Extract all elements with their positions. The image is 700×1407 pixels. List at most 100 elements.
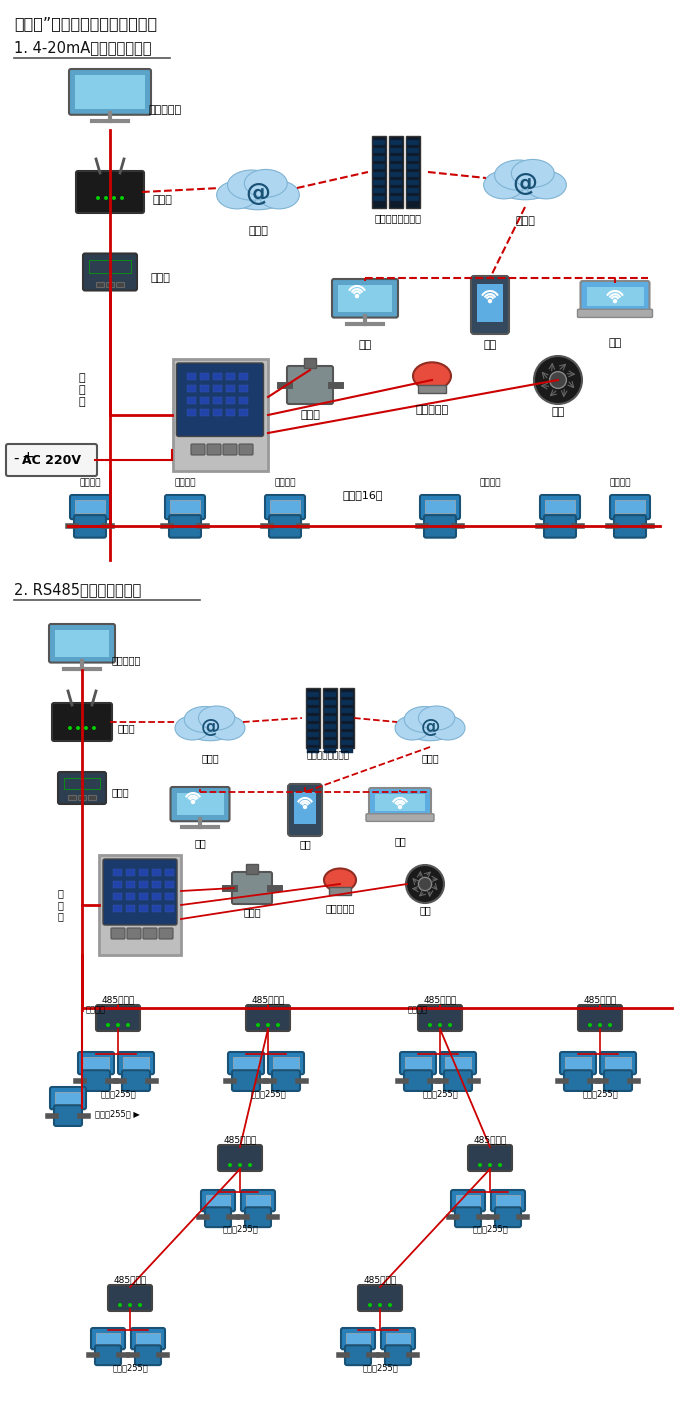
FancyBboxPatch shape bbox=[70, 495, 110, 519]
Text: 互联网: 互联网 bbox=[201, 753, 219, 763]
FancyBboxPatch shape bbox=[95, 1345, 121, 1365]
FancyBboxPatch shape bbox=[605, 1057, 631, 1069]
FancyBboxPatch shape bbox=[346, 1332, 370, 1344]
Bar bbox=[239, 373, 248, 380]
Ellipse shape bbox=[259, 182, 300, 208]
FancyBboxPatch shape bbox=[159, 929, 173, 938]
Circle shape bbox=[104, 196, 108, 200]
FancyBboxPatch shape bbox=[268, 1052, 304, 1074]
FancyBboxPatch shape bbox=[246, 1195, 270, 1206]
Ellipse shape bbox=[211, 716, 245, 740]
Text: 转换器: 转换器 bbox=[150, 273, 170, 283]
Bar bbox=[213, 386, 221, 393]
Text: 485中继器: 485中继器 bbox=[473, 1135, 507, 1144]
FancyBboxPatch shape bbox=[172, 359, 267, 471]
FancyBboxPatch shape bbox=[78, 1052, 114, 1074]
Text: 485中继器: 485中继器 bbox=[251, 996, 285, 1005]
Text: 单机版电脑: 单机版电脑 bbox=[111, 656, 141, 666]
FancyBboxPatch shape bbox=[560, 1052, 596, 1074]
FancyBboxPatch shape bbox=[386, 1332, 410, 1344]
Circle shape bbox=[478, 1164, 482, 1166]
Text: 通
讯
线: 通 讯 线 bbox=[57, 888, 63, 922]
Bar bbox=[239, 397, 248, 404]
Bar bbox=[113, 893, 122, 900]
FancyBboxPatch shape bbox=[269, 515, 301, 537]
FancyBboxPatch shape bbox=[545, 499, 575, 514]
Bar bbox=[407, 180, 419, 184]
Text: 485中继器: 485中继器 bbox=[424, 996, 456, 1005]
Bar bbox=[152, 870, 161, 877]
FancyBboxPatch shape bbox=[366, 813, 434, 822]
Bar bbox=[341, 732, 353, 737]
FancyBboxPatch shape bbox=[96, 1005, 140, 1031]
FancyBboxPatch shape bbox=[340, 688, 354, 749]
Bar bbox=[373, 180, 385, 184]
Bar bbox=[373, 156, 385, 160]
Circle shape bbox=[138, 1303, 142, 1307]
Bar bbox=[106, 281, 114, 287]
Ellipse shape bbox=[413, 363, 451, 390]
Bar bbox=[373, 172, 385, 177]
Bar bbox=[199, 373, 209, 380]
Text: AC 220V: AC 220V bbox=[22, 453, 81, 467]
Bar bbox=[407, 172, 419, 177]
Bar bbox=[64, 778, 100, 789]
Bar bbox=[213, 409, 221, 416]
FancyBboxPatch shape bbox=[564, 1071, 592, 1090]
FancyBboxPatch shape bbox=[58, 772, 106, 803]
Ellipse shape bbox=[492, 162, 558, 200]
Bar bbox=[341, 716, 353, 720]
Circle shape bbox=[106, 1023, 110, 1027]
Ellipse shape bbox=[526, 172, 566, 198]
Bar bbox=[373, 148, 385, 153]
Circle shape bbox=[588, 1023, 592, 1027]
Bar bbox=[324, 725, 336, 729]
Bar bbox=[239, 409, 248, 416]
Bar bbox=[407, 196, 419, 201]
FancyBboxPatch shape bbox=[76, 172, 144, 212]
FancyBboxPatch shape bbox=[372, 136, 386, 208]
Circle shape bbox=[368, 1303, 372, 1307]
Text: 信号输出: 信号输出 bbox=[79, 478, 101, 487]
Text: 声光报警器: 声光报警器 bbox=[415, 405, 449, 415]
FancyBboxPatch shape bbox=[83, 253, 137, 290]
Text: @: @ bbox=[512, 172, 538, 196]
Bar bbox=[390, 141, 402, 145]
Circle shape bbox=[128, 1303, 132, 1307]
Text: 终端: 终端 bbox=[394, 836, 406, 846]
Text: 可连接255台: 可连接255台 bbox=[100, 1089, 136, 1097]
Text: 信号输出: 信号输出 bbox=[609, 478, 631, 487]
Text: @: @ bbox=[420, 718, 440, 736]
Bar bbox=[139, 870, 148, 877]
FancyBboxPatch shape bbox=[111, 929, 125, 938]
FancyBboxPatch shape bbox=[6, 445, 97, 476]
Ellipse shape bbox=[175, 716, 209, 740]
Text: 485中继器: 485中继器 bbox=[113, 1276, 146, 1285]
Bar bbox=[390, 180, 402, 184]
Circle shape bbox=[378, 1303, 382, 1307]
FancyBboxPatch shape bbox=[496, 1195, 520, 1206]
Bar bbox=[139, 881, 148, 888]
Bar bbox=[139, 905, 148, 912]
FancyBboxPatch shape bbox=[471, 276, 509, 333]
Text: 互联网: 互联网 bbox=[515, 217, 535, 227]
Circle shape bbox=[550, 371, 566, 388]
Text: @: @ bbox=[246, 182, 270, 205]
Bar bbox=[341, 692, 353, 696]
Bar bbox=[165, 893, 174, 900]
Text: 手机: 手机 bbox=[299, 839, 311, 848]
FancyBboxPatch shape bbox=[118, 1052, 154, 1074]
Text: @: @ bbox=[200, 718, 220, 736]
Text: 电脑: 电脑 bbox=[194, 839, 206, 848]
Text: 可连接255台: 可连接255台 bbox=[582, 1089, 618, 1097]
Circle shape bbox=[238, 1164, 242, 1166]
Ellipse shape bbox=[182, 708, 238, 740]
Bar bbox=[324, 701, 336, 705]
Bar bbox=[307, 749, 319, 753]
FancyBboxPatch shape bbox=[294, 792, 316, 825]
FancyBboxPatch shape bbox=[323, 688, 337, 749]
Ellipse shape bbox=[402, 708, 458, 740]
Ellipse shape bbox=[324, 868, 356, 892]
FancyBboxPatch shape bbox=[404, 1071, 432, 1090]
Text: 可连接255台: 可连接255台 bbox=[422, 1089, 458, 1097]
